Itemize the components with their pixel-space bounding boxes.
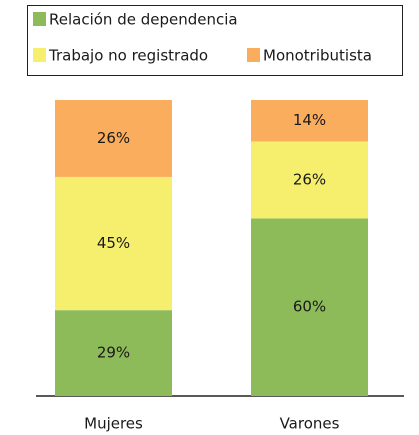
bar-segment: [55, 310, 172, 396]
legend-label: Trabajo no registrado: [48, 47, 208, 65]
legend-swatch: [247, 48, 260, 62]
data-label: 29%: [97, 344, 130, 362]
bar-segment: [251, 100, 368, 142]
legend-box: [27, 5, 403, 76]
legend-swatch: [33, 48, 46, 62]
data-label: 60%: [293, 298, 326, 316]
data-label: 14%: [293, 111, 326, 129]
bar-segment: [55, 176, 172, 311]
data-label: 45%: [97, 234, 130, 252]
x-tick-label: Mujeres: [84, 415, 143, 433]
legend-label: Relación de dependencia: [49, 11, 238, 29]
bar-segment: [251, 141, 368, 219]
bar-segment: [55, 100, 172, 177]
x-tick-label: Varones: [280, 415, 340, 433]
bar-segment: [251, 218, 368, 396]
data-label: 26%: [293, 170, 326, 188]
data-label: 26%: [97, 129, 130, 147]
legend-swatch: [33, 12, 46, 26]
legend-label: Monotributista: [263, 47, 372, 65]
